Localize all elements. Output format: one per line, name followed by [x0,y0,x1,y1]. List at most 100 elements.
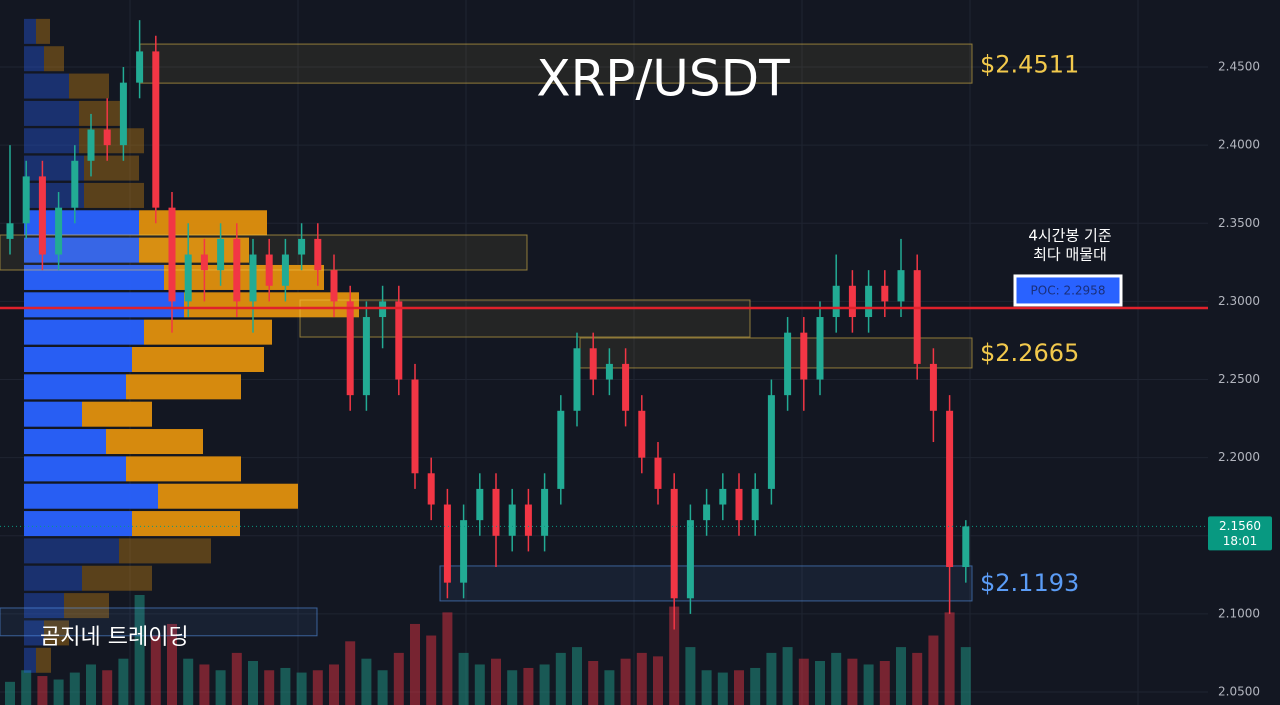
volume-bar [896,647,906,705]
profile-sell [144,319,272,345]
y-tick-label: 2.3500 [1218,216,1260,230]
candle-body [200,254,208,271]
profile-buy [24,483,158,509]
profile-buy [24,319,144,345]
volume-bar [588,661,599,705]
zone [0,234,528,271]
y-tick-label: 2.0500 [1218,685,1260,699]
volume-bar [69,672,80,705]
candle-body [233,238,241,302]
volume-bar [280,667,291,705]
zone-label: $2.1193 [980,569,1079,597]
profile-sell [36,18,50,44]
volume-bar [653,656,663,705]
candle-body [119,82,127,146]
candle-body [605,363,613,380]
volume-bar [604,670,615,705]
candle-body [686,520,694,599]
volume-bar [118,658,129,705]
candle-body [541,488,549,536]
volume-bar [37,676,48,705]
profile-buy [24,100,79,126]
price-axis [1208,0,1280,705]
chart-title: XRP/USDT [536,50,790,108]
profile-sell [132,347,264,372]
volume-bar [847,658,858,705]
volume-bar [572,647,582,705]
profile-sell [139,237,249,263]
candle-body [670,488,678,599]
volume-bar [183,658,194,705]
poc-note: 최다 매물대 [1033,245,1107,263]
volume-bar [507,670,518,705]
candle-body [897,270,905,302]
profile-buy [24,620,44,646]
y-tick-label: 2.4000 [1218,138,1260,152]
candle-body [87,129,95,161]
profile-buy [24,401,82,427]
volume-bar [264,670,275,705]
volume-bar [717,672,728,705]
volume-bar [879,661,890,705]
candle-body [168,207,176,302]
zone [0,607,318,637]
candle-body [946,410,954,568]
volume-bar [636,652,647,705]
candle-body [265,254,273,286]
candle-body [589,348,597,380]
profile-sell [44,46,64,72]
candle-body [460,520,468,583]
profile-buy [24,456,126,482]
volume-bar [248,661,258,705]
candle-body [557,410,565,489]
zone [579,337,973,369]
volume-bar [102,670,113,705]
candle-body [184,254,192,302]
profile-buy [24,374,126,400]
profile-sell [184,292,359,318]
volume-bar [377,670,388,705]
candle-body [508,504,516,536]
candle-body [362,317,370,396]
profile-sell [106,429,203,455]
candle-body [865,285,873,318]
candle-body [751,488,759,521]
candle-body [249,254,257,302]
profile-sell [44,620,69,646]
profile-buy [24,73,69,99]
volume-bar [150,635,161,705]
candle-body [929,363,937,411]
candle-body [136,51,144,83]
volume-bar [960,647,971,705]
y-tick-label: 2.4500 [1218,60,1260,74]
volume-bar [766,652,777,705]
profile-sell [126,374,241,400]
candle-body [703,504,711,521]
candle-body [492,488,500,536]
profile-sell [82,401,152,427]
candle-body [411,379,419,474]
candle-body [524,504,532,536]
candle-body [622,363,630,411]
volume-bar [458,652,469,705]
poc-note: 4시간봉 기준 [1028,226,1112,244]
volume-bar [312,670,323,705]
volume-bar [5,681,15,705]
profile-buy [24,46,44,72]
volume-bar [410,623,420,705]
watermark: 곰지네 트레이딩 [40,625,189,650]
candle-body [654,457,662,489]
volume-bar [296,672,307,705]
last-price-time: 18:01 [1223,534,1258,548]
volume-bar [798,658,809,705]
volume-bar [329,664,339,705]
volume-bar [701,670,712,705]
candle-body [427,473,435,505]
profile-buy [24,292,184,318]
candle-body [784,332,792,396]
volume-bar [944,612,955,705]
candle-body [22,176,30,224]
volume-bar [134,595,145,705]
volume-bar [491,658,501,705]
